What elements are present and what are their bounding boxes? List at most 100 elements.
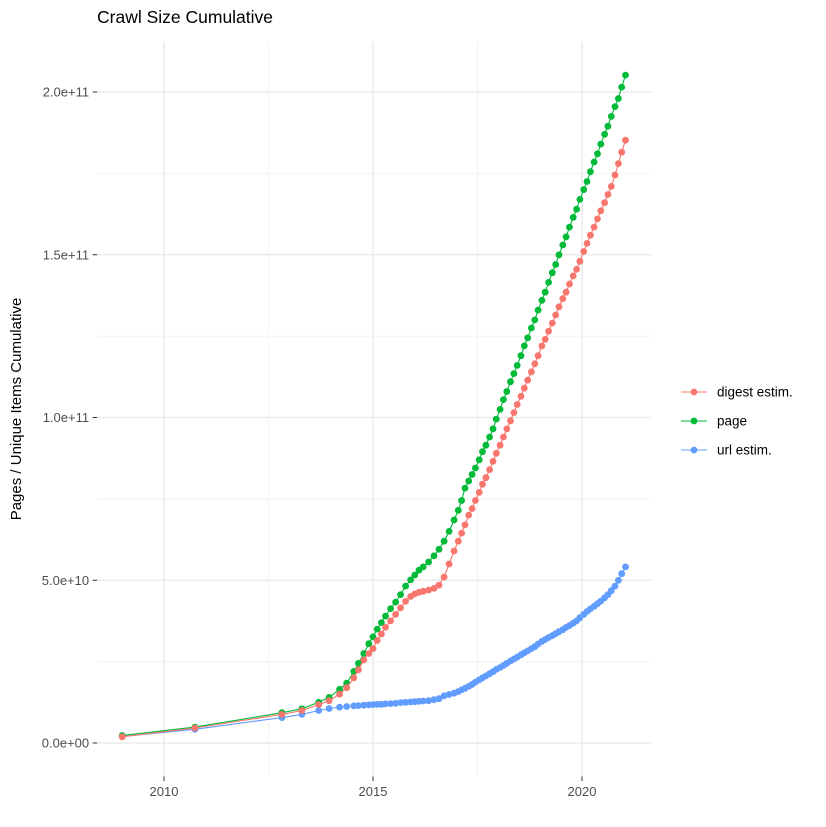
legend-key-dot-icon (690, 388, 698, 396)
data-point-page (496, 406, 504, 413)
data-point-url-estim- (360, 701, 368, 709)
data-point-digest-estim- (528, 368, 535, 376)
data-point-digest-estim- (604, 191, 612, 198)
data-point-page (618, 83, 626, 91)
legend-label: page (717, 414, 747, 429)
data-point-url-estim- (622, 563, 629, 571)
legend: digest estim. page url estim. (681, 385, 793, 458)
data-point-page (486, 433, 493, 441)
data-point-digest-estim- (387, 617, 394, 625)
data-point-digest-estim- (118, 733, 126, 741)
data-point-digest-estim- (548, 319, 556, 327)
data-point-digest-estim- (545, 327, 552, 335)
data-point-page (440, 537, 448, 545)
data-point-digest-estim- (430, 585, 438, 592)
data-point-digest-estim- (440, 573, 448, 581)
data-point-digest-estim- (566, 280, 573, 288)
data-point-page (500, 396, 507, 403)
data-point-digest-estim- (454, 537, 462, 545)
data-point-digest-estim- (298, 707, 306, 714)
data-point-digest-estim- (336, 690, 343, 698)
data-point-page (569, 213, 577, 221)
data-point-digest-estim- (607, 183, 615, 190)
data-point-url-estim- (343, 703, 351, 710)
data-point-url-estim- (607, 587, 615, 595)
data-point-digest-estim- (486, 466, 493, 473)
data-point-digest-estim- (419, 587, 427, 595)
data-point-page (622, 71, 629, 79)
data-point-url-estim- (336, 703, 343, 711)
data-point-page (548, 269, 556, 277)
data-point-digest-estim- (513, 401, 521, 408)
grid-layer (97, 41, 651, 777)
data-point-page (607, 113, 615, 120)
data-point-page (503, 388, 511, 395)
data-point-page (407, 576, 414, 584)
data-point-digest-estim- (479, 480, 486, 488)
data-point-page (392, 598, 399, 606)
data-point-digest-estim- (392, 611, 399, 618)
data-point-page (611, 103, 619, 110)
y-tick-label: 1.5e+11 (43, 247, 89, 262)
data-point-url-estim- (397, 699, 404, 706)
data-point-page (517, 352, 525, 360)
data-point-digest-estim- (465, 511, 473, 519)
data-point-digest-estim- (496, 441, 504, 449)
data-point-page (562, 233, 570, 241)
data-point-page (475, 456, 483, 464)
legend-label: digest estim. (717, 385, 793, 400)
data-point-page (472, 464, 479, 472)
data-point-digest-estim- (573, 266, 580, 273)
data-point-page (492, 415, 500, 423)
x-tick-label: 2015 (359, 784, 388, 799)
data-point-page (566, 223, 573, 231)
data-point-page (430, 552, 438, 560)
data-point-page (435, 545, 443, 553)
data-point-page (545, 279, 552, 286)
data-point-digest-estim- (373, 637, 381, 644)
y-tick-label: 2.0e+11 (43, 85, 89, 100)
legend-key-dot-icon (690, 446, 698, 454)
data-point-digest-estim- (450, 547, 458, 555)
data-point-digest-estim- (355, 666, 362, 674)
data-point-page (465, 477, 473, 485)
data-point-digest-estim- (622, 136, 629, 144)
data-point-digest-estim- (569, 272, 577, 280)
data-point-url-estim- (325, 705, 333, 712)
data-point-page (538, 296, 546, 304)
data-point-digest-estim- (378, 630, 385, 638)
data-point-digest-estim- (580, 248, 588, 255)
data-point-page (528, 324, 535, 332)
data-point-page (531, 316, 539, 324)
tick-layer: 2010 2015 2020 0.0e+00 5.0e+10 1.0e+11 1.5e+11… (42, 85, 597, 800)
data-point-digest-estim- (492, 449, 500, 457)
data-point-page (587, 168, 594, 176)
data-point-digest-estim- (315, 701, 323, 708)
data-point-digest-estim- (350, 674, 358, 682)
data-point-digest-estim- (524, 376, 532, 384)
data-point-digest-estim- (278, 711, 286, 718)
data-point-page (336, 685, 343, 693)
data-point-page (482, 441, 490, 449)
data-point-digest-estim- (534, 352, 542, 360)
data-point-digest-estim- (601, 199, 608, 207)
data-point-url-estim- (382, 700, 389, 708)
data-point-page (534, 306, 542, 314)
data-point-digest-estim- (576, 257, 584, 265)
data-point-digest-estim- (611, 171, 619, 179)
data-point-page (479, 448, 486, 456)
data-point-page (604, 122, 612, 130)
data-point-digest-estim- (500, 433, 507, 441)
data-point-page (590, 158, 598, 166)
x-tick-label: 2010 (150, 784, 179, 799)
data-point-page (559, 241, 567, 249)
data-point-digest-estim- (538, 342, 546, 350)
data-point-page (513, 362, 521, 369)
data-point-page (365, 640, 373, 648)
data-point-digest-estim- (402, 598, 409, 605)
data-point-digest-estim- (517, 392, 525, 400)
data-point-digest-estim- (503, 425, 511, 433)
data-point-digest-estim- (425, 586, 432, 594)
